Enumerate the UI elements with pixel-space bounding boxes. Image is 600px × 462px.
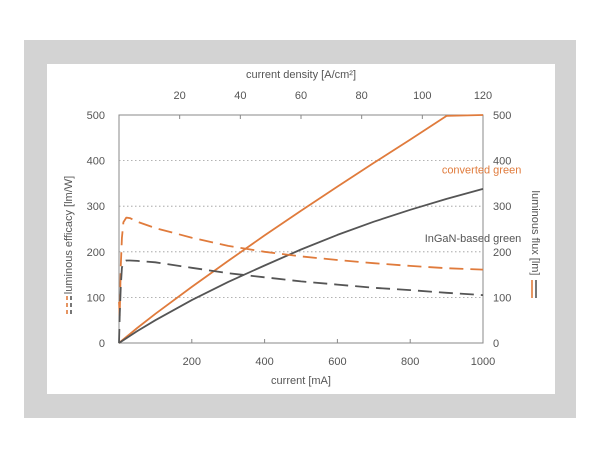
- series-luminous-flux-ingan-based-green: [118, 188, 484, 344]
- series-luminous-efficacy-converted-green: [118, 216, 484, 317]
- series-lines: [118, 114, 484, 344]
- x-top-tick-label: 80: [356, 90, 368, 102]
- x-top-tick-label: 20: [174, 90, 186, 102]
- series-luminous-efficacy-ingan-based-green: [118, 259, 484, 344]
- x-top-tick-label: 100: [413, 90, 431, 102]
- x-top-tick-label: 40: [234, 90, 246, 102]
- x-tick-label: 600: [328, 356, 346, 368]
- y-right-tick-label: 100: [493, 292, 511, 304]
- x-top-tick-label: 60: [295, 90, 307, 102]
- y-left-tick-label: 0: [99, 338, 105, 350]
- legend-dashed-key: [66, 296, 72, 314]
- series-luminous-flux-converted-green: [118, 114, 484, 344]
- y-left-tick-label: 300: [87, 201, 105, 213]
- y-right-tick-label: 200: [493, 247, 511, 259]
- y-left-axis-label: luminous efficacy [lm/W]: [63, 176, 75, 294]
- x-tick-label: 1000: [471, 356, 495, 368]
- x-tick-label: 200: [183, 356, 201, 368]
- y-left-tick-label: 200: [87, 247, 105, 259]
- y-right-axis-label: luminous flux [lm]: [529, 191, 541, 276]
- series-annotation-label: converted green: [442, 165, 522, 177]
- y-right-tick-label: 500: [493, 110, 511, 122]
- grid: [119, 160, 483, 298]
- y-left-tick-label: 400: [87, 156, 105, 168]
- x-tick-label: 400: [255, 356, 273, 368]
- y-right-tick-label: 400: [493, 156, 511, 168]
- x-top-tick-label: 120: [474, 90, 492, 102]
- y-right-tick-label: 300: [493, 201, 511, 213]
- x-axis-label: current [mA]: [271, 375, 331, 387]
- x-top-axis-label: current density [A/cm²]: [246, 69, 356, 81]
- y-left-tick-label: 500: [87, 110, 105, 122]
- annotations: converted green InGaN-based green: [425, 165, 522, 245]
- y-left-tick-label: 100: [87, 292, 105, 304]
- x-tick-label: 800: [401, 356, 419, 368]
- plot-area: [118, 114, 484, 344]
- series-annotation-label: InGaN-based green: [425, 233, 522, 245]
- y-right-tick-label: 0: [493, 338, 499, 350]
- legend-solid-key: [531, 280, 537, 298]
